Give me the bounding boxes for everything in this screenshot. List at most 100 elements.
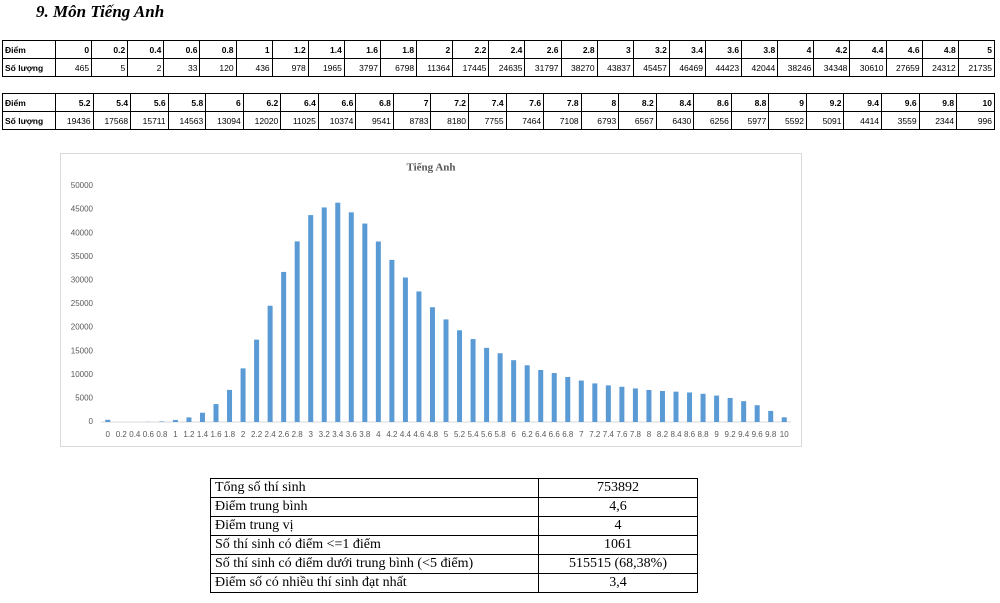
x-tick-label: 8.4: [670, 430, 682, 439]
x-tick-label: 3.6: [346, 430, 358, 439]
table-cell: 753892: [538, 478, 698, 498]
table-cell: 7.6: [505, 93, 545, 112]
table-cell: 5977: [730, 111, 770, 130]
x-tick-label: 1.2: [183, 430, 195, 439]
table-row: Điểm 0 0.2 0.4 0.6 0.8 1 1.2 1.4 1.6 1.8 2 2.2 2.4 2.6…: [2, 40, 996, 59]
bar: [267, 305, 273, 422]
table-cell: 8783: [392, 111, 432, 130]
x-tick-label: 6.2: [522, 430, 534, 439]
table-cell: 1.8: [379, 40, 418, 59]
table-cell: 0.6: [163, 40, 201, 59]
table-row: Điểm số có nhiều thí sinh đạt nhất 3,4: [210, 573, 698, 593]
table-cell: 7755: [468, 111, 507, 130]
table-cell: 43837: [596, 58, 634, 77]
table-cell: 2344: [918, 111, 958, 130]
table-cell: 4.4: [849, 40, 887, 59]
table-row: Số lượng 19436 17568 15711 14563 13094 12020 11…: [2, 111, 995, 130]
table-cell: 3.2: [632, 40, 670, 59]
table-cell: 13094: [205, 111, 244, 130]
table-cell: 44423: [704, 58, 743, 77]
table-cell: 2.4: [488, 40, 526, 59]
table-cell: 4.6: [885, 40, 923, 59]
table-cell: 465: [54, 58, 93, 77]
summary-table: Tổng số thí sinh 753892 Điểm trung bình 4,6…: [210, 478, 698, 593]
y-tick-label: 50000: [71, 181, 94, 190]
table-cell: 2: [416, 40, 454, 59]
table-cell: 24635: [488, 58, 526, 77]
bar: [524, 365, 530, 422]
bar: [659, 391, 665, 422]
table-cell: 6.6: [317, 93, 357, 112]
y-tick-label: 40000: [71, 228, 94, 237]
table-cell: 3797: [343, 58, 381, 77]
y-tick-label: 15000: [71, 346, 94, 355]
x-tick-label: 2.4: [265, 430, 277, 439]
table-cell: 21735: [957, 58, 996, 77]
table-cell: 38270: [560, 58, 598, 77]
x-tick-label: 5.2: [454, 430, 466, 439]
table-cell: 33: [163, 58, 201, 77]
x-tick-label: 9.4: [738, 430, 750, 439]
bar: [768, 410, 774, 422]
table-cell: 5.4: [92, 93, 132, 112]
x-tick-label: 4: [376, 430, 381, 439]
table-cell: 7.4: [468, 93, 507, 112]
x-tick-label: 8.6: [684, 430, 696, 439]
x-tick-label: 4.2: [386, 430, 398, 439]
bar: [199, 412, 205, 422]
x-tick-label: 0.2: [116, 430, 128, 439]
table-cell: 7464: [505, 111, 545, 130]
x-tick-label: 1.4: [197, 430, 209, 439]
bar: [511, 360, 517, 422]
y-tick-label: 10000: [71, 370, 94, 379]
table-cell: 6: [205, 93, 244, 112]
table-cell: 3.8: [741, 40, 779, 59]
y-tick-label: 5000: [75, 394, 93, 403]
table-cell: Điểm trung bình: [210, 497, 539, 517]
table-cell: 9.8: [918, 93, 958, 112]
table-cell: 2: [127, 58, 165, 77]
table-cell: 8.8: [730, 93, 770, 112]
y-tick-label: 0: [89, 417, 94, 426]
bar: [240, 368, 246, 422]
table-cell: 38246: [777, 58, 815, 77]
bar: [172, 419, 178, 422]
table-cell: 5: [91, 58, 129, 77]
table-cell: 6.4: [280, 93, 319, 112]
bar: [321, 207, 327, 422]
x-tick-label: 5.4: [467, 430, 479, 439]
table-cell: Số lượng: [2, 111, 56, 130]
table-cell: 9.4: [843, 93, 883, 112]
bar: [402, 277, 408, 422]
table-cell: 6798: [379, 58, 418, 77]
bar: [105, 419, 111, 422]
table-cell: 9: [768, 93, 807, 112]
x-tick-label: 6.8: [562, 430, 574, 439]
table-cell: 0: [54, 40, 93, 59]
table-cell: Điểm số có nhiều thí sinh đạt nhất: [210, 573, 539, 593]
table-cell: 27659: [885, 58, 923, 77]
table-cell: 9.2: [805, 93, 845, 112]
table-cell: 4.2: [813, 40, 851, 59]
table-cell: 2.8: [560, 40, 598, 59]
x-tick-label: 8: [647, 430, 652, 439]
table-cell: Số thí sinh có điểm dưới trung bình (<5 …: [210, 554, 539, 574]
x-tick-label: 3.8: [359, 430, 371, 439]
table-cell: 4.8: [921, 40, 959, 59]
bar: [308, 215, 314, 422]
table-cell: 46469: [668, 58, 706, 77]
table-cell: Số lượng: [2, 58, 56, 77]
x-tick-label: 3.4: [332, 430, 344, 439]
bar: [375, 241, 381, 422]
table-cell: 0.2: [91, 40, 129, 59]
y-tick-label: 25000: [71, 299, 94, 308]
table-cell: 5: [957, 40, 996, 59]
table-cell: 31797: [524, 58, 562, 77]
table-cell: 3.6: [704, 40, 743, 59]
x-tick-label: 9.2: [725, 430, 737, 439]
table-cell: 1.4: [307, 40, 345, 59]
bar: [362, 223, 368, 422]
table-cell: 5091: [805, 111, 845, 130]
x-tick-label: 0.8: [156, 430, 168, 439]
table-cell: 10374: [317, 111, 357, 130]
